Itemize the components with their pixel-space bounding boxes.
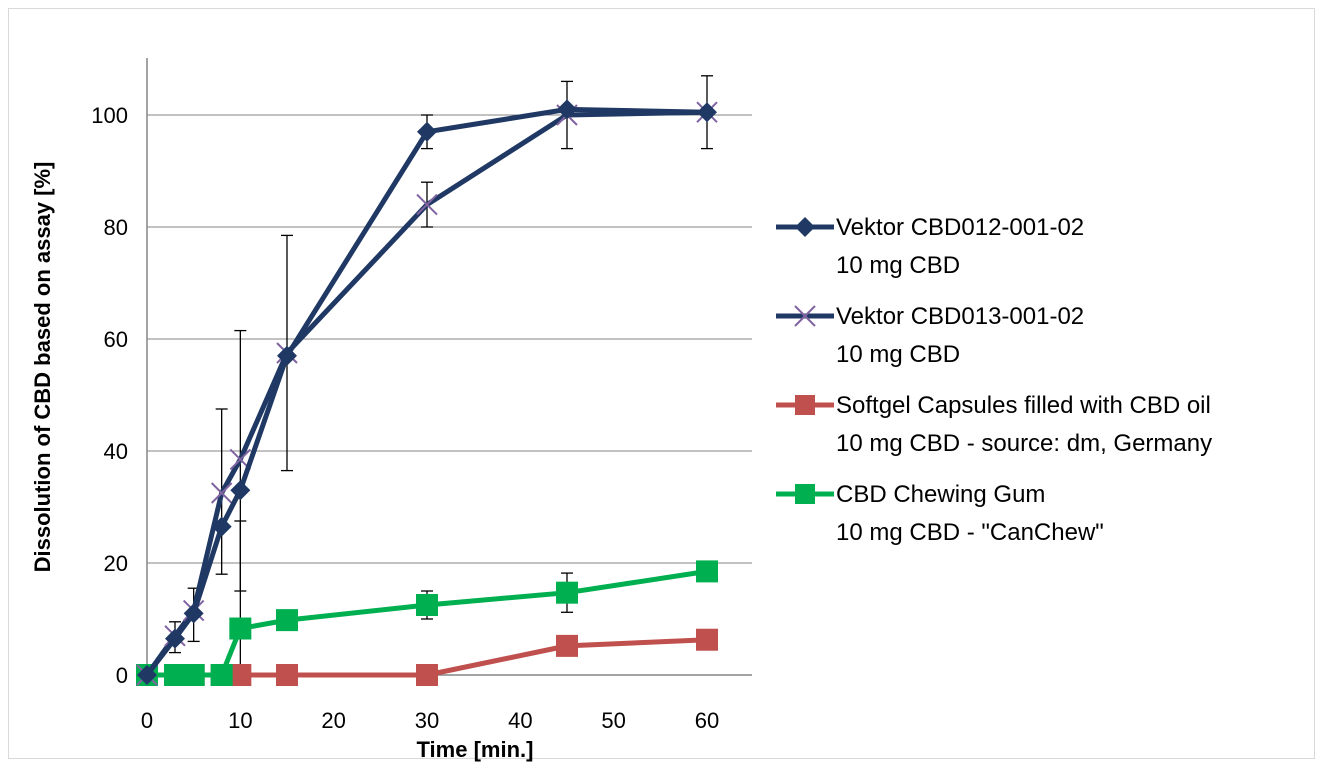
series-3 [136,560,718,686]
data-point [230,480,251,501]
data-point [210,664,233,686]
x-tick-label: 10 [228,708,252,733]
data-point [182,664,205,686]
data-point [795,395,815,415]
data-point [556,634,578,657]
data-point [795,484,815,504]
y-axis-title: Dissolution of CBD based on assay [%] [30,162,55,573]
legend-label: Vektor CBD013-001-02 [836,303,1084,330]
legend-item: CBD Chewing Gum 10 mg CBD - "CanChew" [776,481,1104,546]
y-tick-label: 20 [104,551,128,576]
data-point [416,664,438,686]
data-point [696,628,718,651]
data-point [557,99,577,120]
data-point-stroke [416,193,438,216]
x-tick-label: 60 [695,708,719,733]
data-point [416,594,438,616]
legend-sublabel: 10 mg CBD - source: dm, Germany [836,430,1212,457]
legend-label: CBD Chewing Gum [836,481,1045,508]
legend-label: Softgel Capsules filled with CBD oil [836,392,1211,419]
legend-sublabel: 10 mg CBD [836,252,960,279]
data-point [794,305,816,327]
data-point-stroke [794,305,816,327]
data-point [416,193,438,216]
legend-item: Vektor CBD012-001-02 10 mg CBD [776,214,1084,279]
x-axis-title: Time [min.] [417,737,534,762]
data-point [556,581,578,604]
data-point [277,345,297,366]
series-group [136,99,718,686]
data-point [276,609,298,632]
data-point [696,560,718,583]
data-point-stroke [229,448,252,471]
data-point [164,664,186,686]
y-tick-label: 0 [116,663,128,688]
data-point [417,121,437,142]
y-tick-label: 100 [91,103,128,128]
data-point [210,482,233,504]
legend-sublabel: 10 mg CBD [836,341,960,368]
x-tick-label: 0 [141,708,153,733]
data-point [795,217,815,237]
x-tick-label: 20 [321,708,345,733]
x-tick-label: 50 [601,708,625,733]
data-point-stroke [210,482,233,504]
series-0 [137,99,717,685]
legend-label: Vektor CBD012-001-02 [836,214,1084,241]
data-point [137,665,157,685]
x-tick-label: 30 [415,708,439,733]
data-point [229,617,252,640]
data-point [276,664,298,686]
legend-item: Softgel Capsules filled with CBD oil 10 m… [776,392,1212,457]
legend-sublabel: 10 mg CBD - "CanChew" [836,519,1104,546]
y-tick-label: 40 [104,439,128,464]
y-tick-label: 60 [104,327,128,352]
data-point [697,102,717,123]
data-point [165,628,185,649]
y-tick-label: 80 [104,215,128,240]
data-point [211,516,232,537]
x-tick-label: 40 [508,708,532,733]
tick-labels: 0 20 40 60 80 100 0 10 20 30 40 50 60 [91,103,719,733]
data-point [229,664,252,686]
data-point [183,603,204,624]
legend-item: Vektor CBD013-001-02 10 mg CBD [776,303,1084,368]
axes [146,58,752,676]
chart-frame [8,8,1315,759]
